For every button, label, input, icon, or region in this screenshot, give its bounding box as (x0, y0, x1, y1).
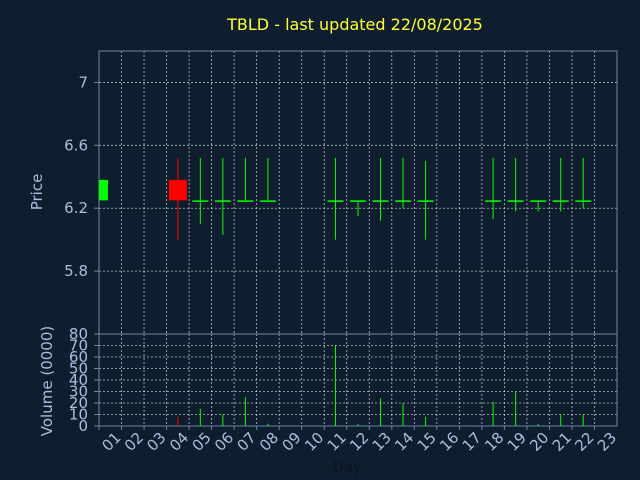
candle-body (395, 200, 412, 202)
chart-title: TBLD - last updated 22/08/2025 (226, 15, 483, 34)
candle-body (214, 200, 231, 202)
candle-body (237, 200, 254, 202)
volume-tick-label: 20 (69, 394, 88, 412)
price-tick-label: 6.6 (64, 136, 88, 154)
volume-tick-label: 80 (69, 325, 88, 343)
candle-body (327, 200, 344, 202)
price-tick-label: 5.8 (64, 262, 88, 280)
candle-body (552, 200, 569, 202)
volume-axis-label: Volume (0000) (38, 326, 56, 436)
volume-tick-label: 50 (69, 360, 88, 378)
price-tick-label: 7 (78, 73, 88, 91)
candle-body (372, 200, 389, 202)
candle-body (99, 179, 108, 201)
price-panel: 7 6.6 6.2 5.8 (64, 50, 618, 335)
candle-body (350, 200, 366, 202)
candle-body (485, 200, 502, 202)
candle-body (168, 179, 187, 201)
price-axis-label: Price (28, 174, 46, 211)
volume-tick-label: 10 (69, 406, 88, 424)
candle-body (192, 200, 209, 202)
x-axis-label: Day (332, 458, 362, 476)
volume-tick-label: 60 (69, 348, 88, 366)
volume-tick-label: 70 (69, 337, 88, 355)
x-axis: 0102030405060708091011121314151617181920… (98, 426, 620, 455)
volume-tick-label: 0 (78, 417, 88, 435)
candle-body (530, 200, 547, 202)
volume-tick-label: 30 (69, 383, 88, 401)
volume-tick-label: 40 (69, 371, 88, 389)
candle-body (575, 200, 592, 202)
x-tick-label: 23 (594, 429, 620, 455)
candle-body (417, 200, 434, 202)
price-tick-label: 6.2 (64, 199, 88, 217)
candle-body (507, 200, 524, 202)
candle-body (259, 200, 276, 202)
